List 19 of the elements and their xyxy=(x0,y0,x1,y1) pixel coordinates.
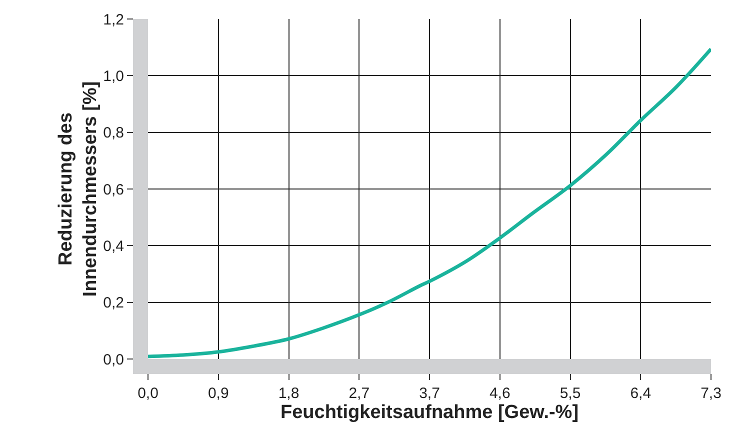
x-tick-label: 0,9 xyxy=(208,385,229,402)
y-tick-label: 1,2 xyxy=(103,11,124,28)
y-tick-label: 1,0 xyxy=(103,68,124,85)
x-tick-label: 6,4 xyxy=(630,385,652,402)
x-tick-label: 4,6 xyxy=(489,385,510,402)
x-tick-label: 0,0 xyxy=(138,385,158,402)
x-axis-title: Feuchtigkeitsaufnahme [Gew.-%] xyxy=(280,402,579,423)
y-tick-label: 0,2 xyxy=(103,294,124,312)
y-axis-title: Reduzierung des Innendurchmessers [%] xyxy=(55,81,101,297)
x-tick-label: 1,8 xyxy=(278,385,300,402)
x-tick-label: 2,7 xyxy=(348,385,370,402)
y-tick-label: 0,4 xyxy=(103,238,124,255)
x-tick-label: 7,3 xyxy=(700,385,722,402)
y-tick-label: 0,8 xyxy=(103,124,124,142)
y-tick-label: 0,0 xyxy=(103,351,124,368)
x-tick-label: 5,5 xyxy=(560,385,581,402)
y-tick-label: 0,6 xyxy=(103,181,124,198)
line-series xyxy=(148,47,711,358)
x-tick-label: 3,7 xyxy=(419,385,440,402)
